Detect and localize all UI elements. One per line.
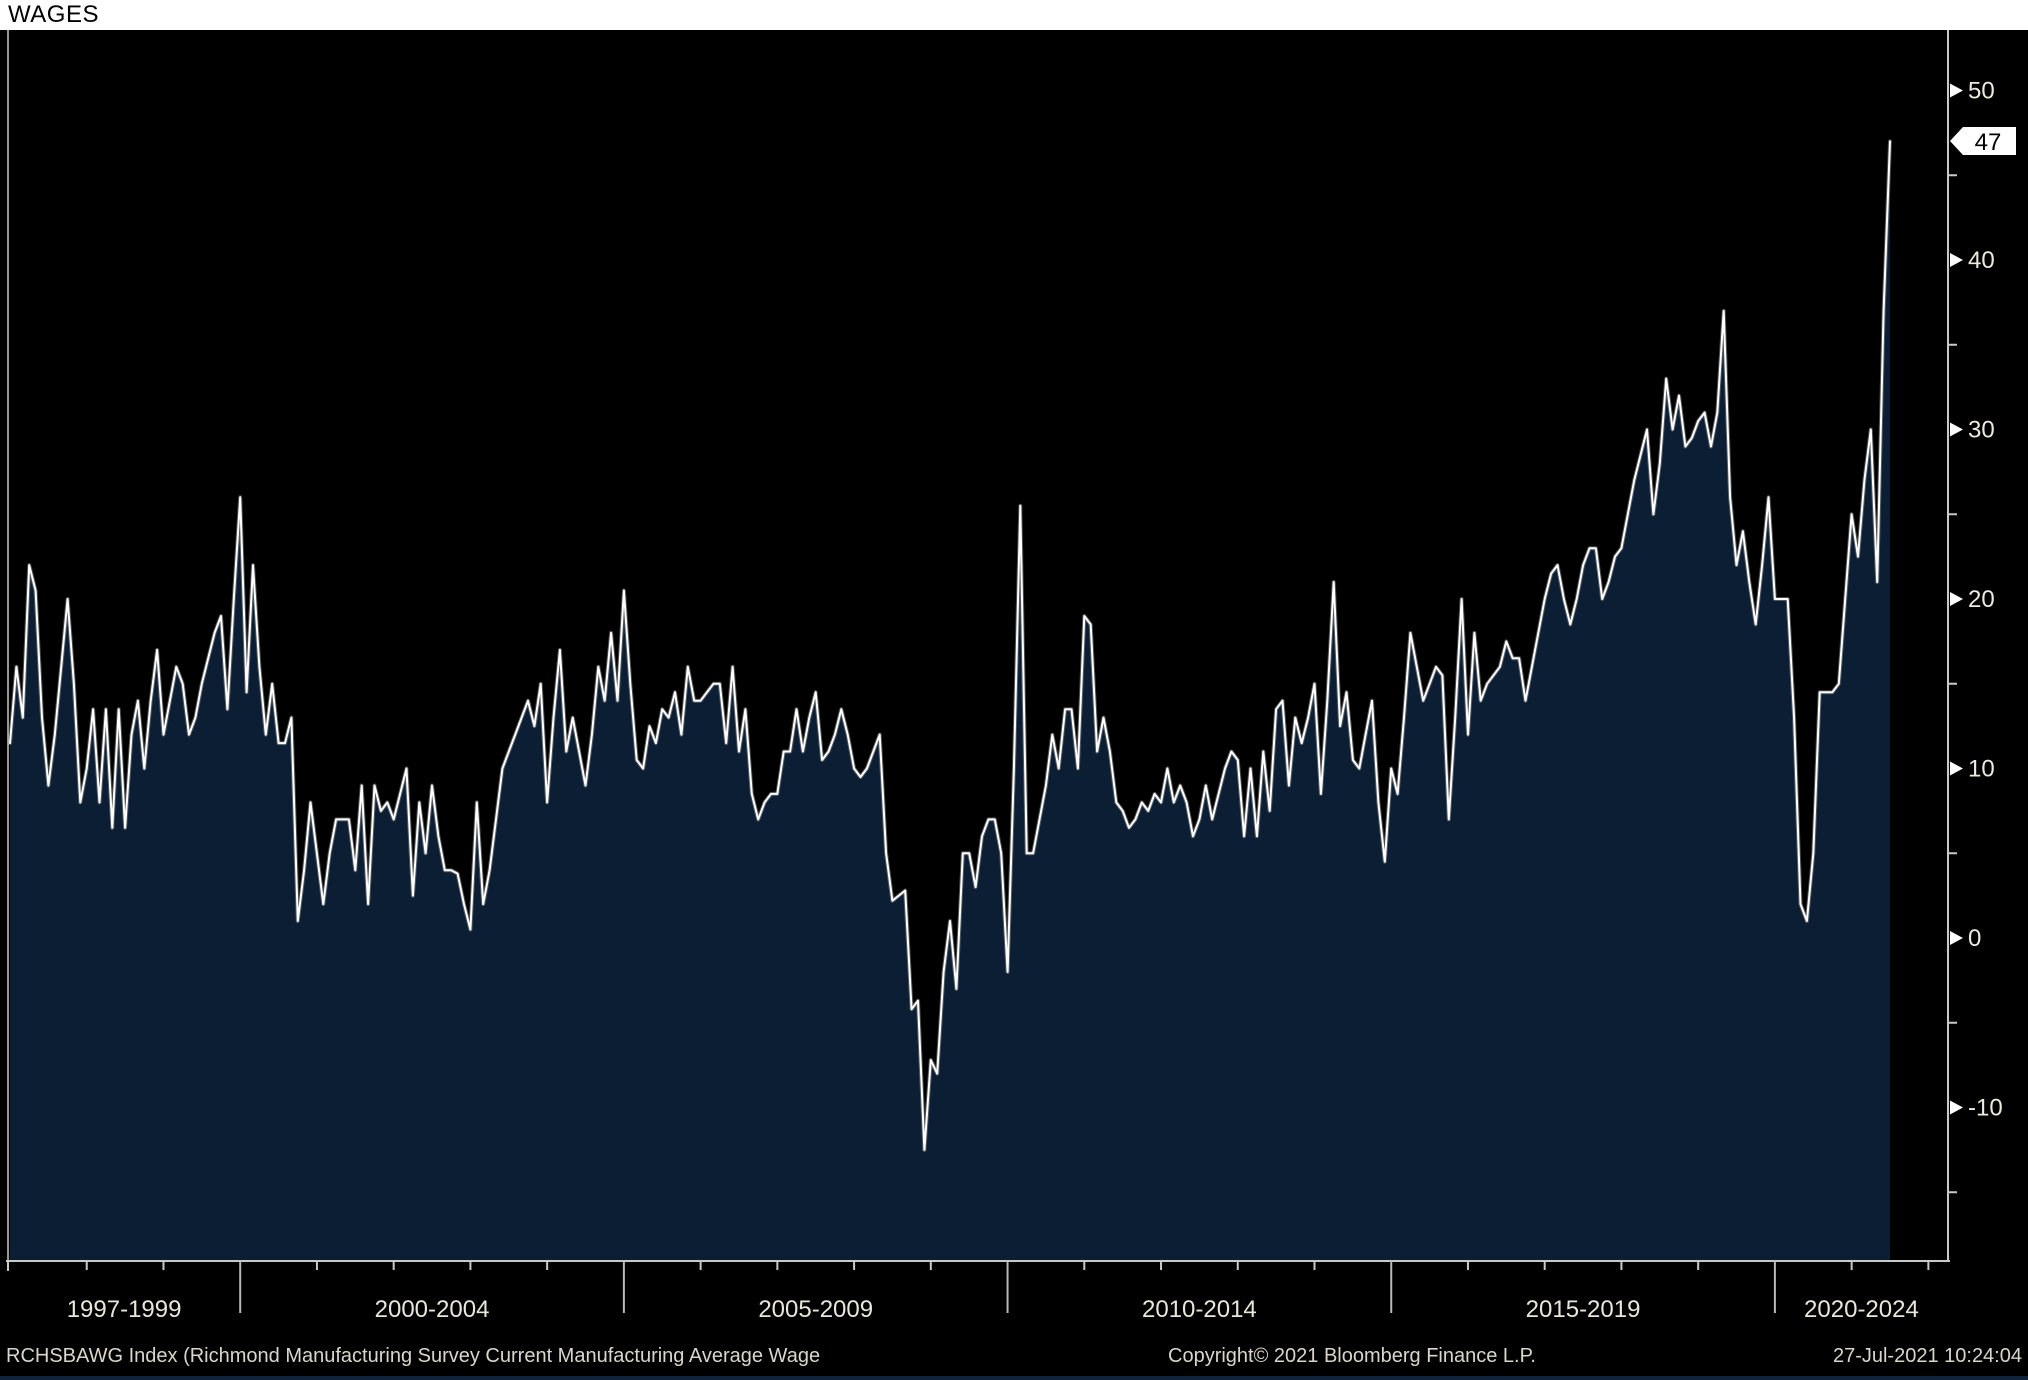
x-axis-period-label: 2020-2024 [1804,1296,1919,1323]
x-axis-ticks [7,1261,1930,1313]
x-axis-period-label: 2000-2004 [375,1296,490,1323]
x-axis-period-label: 1997-1999 [67,1296,182,1323]
page-title: WAGES [8,1,99,28]
series-line [9,140,1891,1151]
axes-layer [6,30,1950,1262]
footer-timestamp: 27-Jul-2021 10:24:04 [1832,1345,2022,1367]
y-axis-tick-label: 0 [1968,925,1981,952]
x-axis-period-labels: 1997-1999 2000-2004 2005-2009 2010-2014 2015… [67,1296,1919,1323]
area-fill [10,141,1890,1261]
y-axis-tick-label: 10 [1968,756,1995,783]
footer-bar: RCHSBAWG Index (Richmond Manufacturing S… [0,1341,2028,1376]
last-value-flag: 47 [1950,127,2016,156]
x-axis-period-label: 2005-2009 [758,1296,873,1323]
last-value-flag-shape [1950,127,2016,155]
series-layer [8,139,1892,1261]
last-value-flag-label: 47 [1975,129,2002,156]
y-major-tick-arrow [1950,253,1963,267]
x-axis-period-label: 2015-2019 [1526,1296,1641,1323]
y-major-tick-arrow [1950,931,1963,945]
y-axis-tick-label: 50 [1968,78,1995,105]
bottom-strip [0,1376,2028,1380]
y-axis-ticks: 50 40 30 20 10 0 -10 [1948,78,2003,1194]
y-major-tick-arrow [1950,1100,1963,1115]
y-axis-tick-label: 30 [1968,417,1995,444]
y-axis-tick-label: 20 [1968,586,1995,613]
y-axis-tick-label: 40 [1968,247,1995,274]
y-major-tick-arrow [1950,83,1963,98]
footer-ticker-description: RCHSBAWG Index (Richmond Manufacturing S… [6,1345,821,1367]
y-major-tick-arrow [1950,761,1963,776]
footer-copyright: Copyright© 2021 Bloomberg Finance L.P. [1168,1345,1536,1367]
y-major-tick-arrow [1950,592,1963,606]
y-axis-tick-label: -10 [1968,1095,2003,1122]
y-major-tick-arrow [1950,422,1963,437]
title-bar: WAGES [0,0,2028,30]
x-axis-period-label: 2010-2014 [1142,1296,1257,1323]
